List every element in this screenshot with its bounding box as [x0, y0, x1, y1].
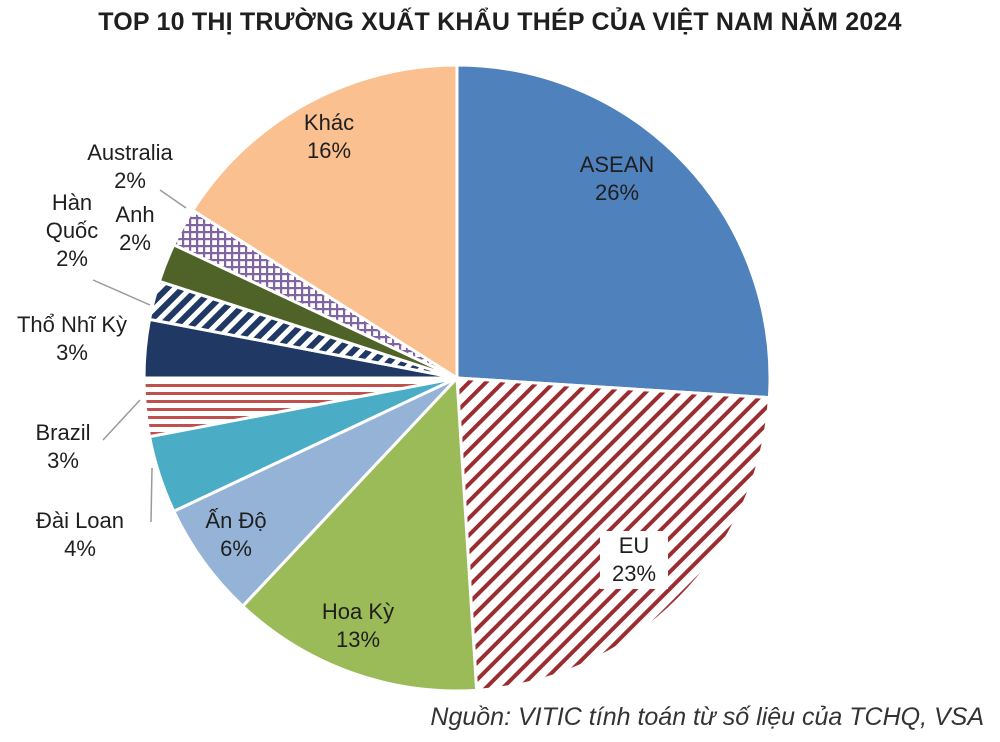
slice-asean: [455, 63, 772, 400]
label-dai-loan: Đài Loan 4%: [36, 508, 124, 561]
label-anh: Anh 2%: [115, 202, 154, 255]
leader-lines: [92, 189, 187, 523]
label-brazil: Brazil 3%: [35, 420, 90, 473]
source-note: Nguồn: VITIC tính toán từ số liệu của TC…: [430, 703, 984, 731]
slice-hoa-ky: [240, 374, 479, 693]
label-asean: ASEAN 26%: [580, 152, 655, 205]
slice-labels: ASEAN 26% EU 23% Hoa Kỳ 13% Ấn Độ 6% Đài Loan 4% B…: [17, 110, 668, 652]
chart-title: TOP 10 THỊ TRƯỜNG XUẤT KHẨU THÉP CỦA VIỆ…: [98, 8, 902, 36]
label-australia: Australia 2%: [87, 140, 173, 193]
label-han-quoc: Hàn Quốc 2%: [46, 190, 99, 271]
slice-khac: [190, 63, 459, 381]
label-khac: Khác 16%: [304, 110, 354, 163]
label-bg-eu: [600, 531, 668, 589]
leader-han-quoc: [92, 279, 151, 306]
label-an-do: Ấn Độ 6%: [205, 508, 266, 561]
leader-australia: [159, 189, 187, 209]
pie-slices: [142, 63, 772, 693]
leader-brazil: [102, 399, 141, 441]
leader-dai-loan: [150, 467, 153, 523]
label-hoa-ky: Hoa Kỳ 13%: [322, 599, 394, 652]
slice-an-do: [171, 376, 459, 609]
label-tho-nhi-ky: Thổ Nhĩ Kỳ 3%: [17, 312, 127, 365]
label-eu: EU 23%: [612, 533, 656, 586]
